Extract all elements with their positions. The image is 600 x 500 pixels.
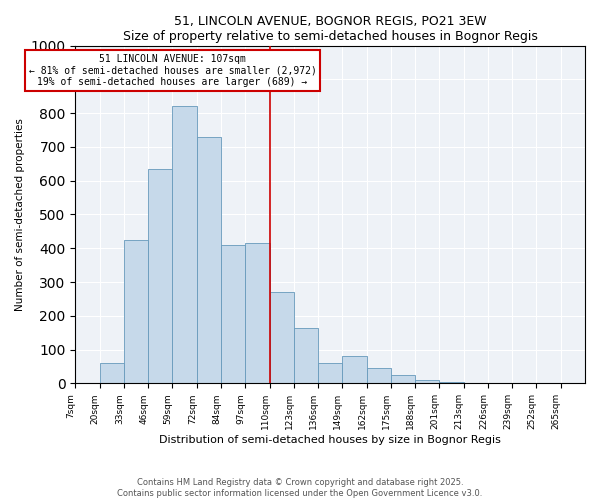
Bar <box>124 240 148 384</box>
Text: Contains HM Land Registry data © Crown copyright and database right 2025.
Contai: Contains HM Land Registry data © Crown c… <box>118 478 482 498</box>
Bar <box>245 243 269 384</box>
Bar <box>415 380 439 384</box>
Bar <box>148 169 172 384</box>
Bar <box>318 363 343 384</box>
Bar <box>197 137 221 384</box>
Bar <box>269 292 294 384</box>
Bar <box>439 382 464 384</box>
Bar <box>367 368 391 384</box>
Bar <box>391 375 415 384</box>
Bar <box>294 328 318 384</box>
X-axis label: Distribution of semi-detached houses by size in Bognor Regis: Distribution of semi-detached houses by … <box>159 435 501 445</box>
Text: 51 LINCOLN AVENUE: 107sqm
← 81% of semi-detached houses are smaller (2,972)
19% : 51 LINCOLN AVENUE: 107sqm ← 81% of semi-… <box>29 54 316 87</box>
Bar <box>172 106 197 384</box>
Y-axis label: Number of semi-detached properties: Number of semi-detached properties <box>15 118 25 311</box>
Bar <box>221 245 245 384</box>
Bar <box>100 363 124 384</box>
Bar <box>343 356 367 384</box>
Title: 51, LINCOLN AVENUE, BOGNOR REGIS, PO21 3EW
Size of property relative to semi-det: 51, LINCOLN AVENUE, BOGNOR REGIS, PO21 3… <box>123 15 538 43</box>
